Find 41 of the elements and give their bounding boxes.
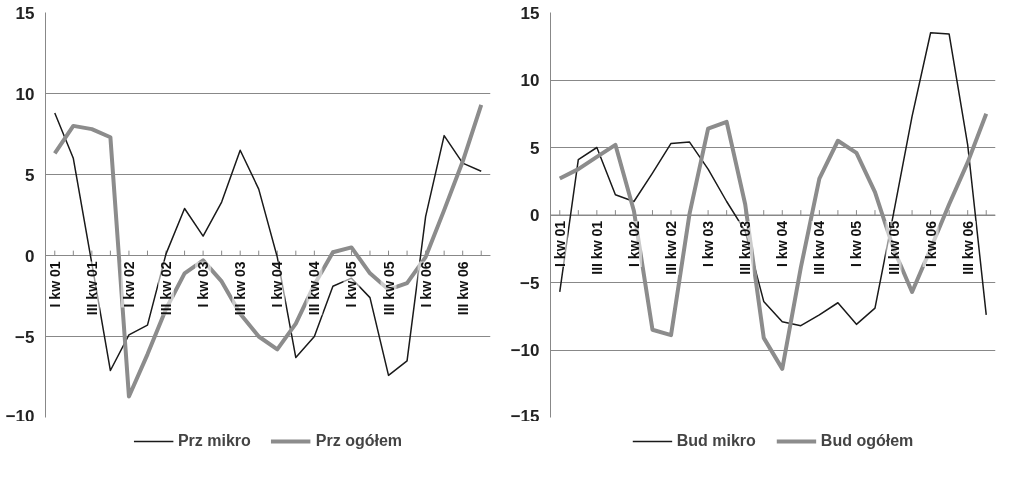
x-tick-label: I kw 02 — [120, 261, 137, 308]
x-tick-label: III kw 01 — [588, 220, 605, 275]
x-tick-label: I kw 05 — [848, 220, 865, 267]
y-tick-label: −10 — [5, 406, 35, 426]
y-tick-label: 5 — [25, 165, 35, 185]
x-tick-label: I kw 03 — [700, 220, 717, 267]
y-tick-label: 0 — [25, 246, 35, 266]
x-tick-label: I kw 03 — [195, 261, 212, 308]
x-tick-label: III kw 06 — [454, 261, 471, 316]
x-tick-label: I kw 01 — [46, 261, 63, 308]
x-tick-label: III kw 05 — [380, 261, 397, 316]
y-tick-label: −5 — [520, 273, 540, 293]
y-tick-label: −10 — [510, 341, 540, 360]
x-tick-label: I kw 01 — [551, 220, 568, 267]
x-tick-label: III kw 05 — [885, 220, 902, 275]
x-tick-label: III kw 04 — [811, 220, 828, 275]
legend-label: Bud ogółem — [820, 432, 914, 450]
legend-label: Prz ogółem — [315, 432, 403, 450]
x-tick-label: III kw 03 — [737, 220, 754, 275]
y-tick-label: 5 — [530, 138, 540, 158]
y-tick-label: 10 — [15, 84, 35, 104]
y-tick-label: 15 — [520, 3, 540, 23]
y-tick-label: −15 — [510, 406, 540, 426]
y-tick-label: 0 — [530, 206, 540, 225]
x-tick-label: I kw 04 — [774, 220, 791, 267]
x-tick-label: III kw 06 — [959, 220, 976, 275]
x-tick-label: III kw 02 — [158, 261, 175, 316]
x-tick-label: III kw 02 — [663, 220, 680, 275]
legend-label: Bud mikro — [676, 432, 756, 450]
x-tick-label: III kw 01 — [83, 261, 100, 316]
x-tick-label: I kw 05 — [343, 261, 360, 308]
y-tick-label: 10 — [520, 71, 540, 90]
legend-label: Prz mikro — [177, 432, 251, 450]
x-tick-label: I kw 02 — [625, 220, 642, 267]
x-tick-label: I kw 04 — [269, 261, 286, 308]
x-tick-label: I kw 06 — [922, 220, 939, 267]
x-tick-label: III kw 04 — [306, 261, 323, 316]
y-tick-label: 15 — [15, 3, 35, 23]
x-tick-label: III kw 03 — [232, 261, 249, 316]
x-tick-label: I kw 06 — [417, 261, 434, 308]
y-tick-label: −5 — [15, 327, 35, 347]
